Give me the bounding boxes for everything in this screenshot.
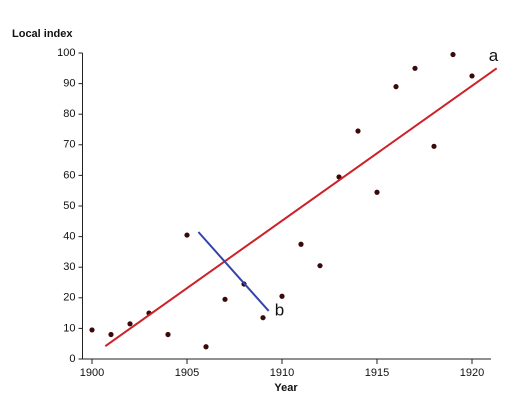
x-tick-label: 1920: [460, 367, 484, 379]
point: [431, 143, 437, 149]
y-tick-label: 70: [63, 139, 75, 151]
fit-line: [197, 231, 270, 312]
point: [393, 84, 399, 90]
point: [450, 51, 456, 58]
y-tick-label: 30: [63, 261, 75, 273]
line-label: a: [489, 46, 499, 65]
point: [469, 73, 475, 79]
line-label: b: [275, 300, 284, 319]
x-tick-label: 1905: [175, 367, 199, 379]
y-tick-label: 40: [63, 231, 75, 243]
point: [298, 241, 304, 247]
x-tick-label: 1915: [365, 367, 389, 379]
point: [89, 327, 95, 333]
point: [412, 65, 418, 71]
point: [260, 315, 266, 321]
point: [222, 296, 228, 302]
point: [279, 293, 285, 299]
y-tick-label: 100: [57, 47, 75, 59]
y-axis-label: Local index: [12, 28, 73, 40]
point: [203, 344, 209, 350]
point: [165, 331, 171, 338]
point: [374, 189, 380, 195]
point: [355, 128, 361, 134]
y-tick-label: 60: [63, 169, 75, 181]
y-tick-label: 90: [63, 78, 75, 90]
y-tick-label: 10: [63, 322, 75, 334]
point: [184, 232, 190, 238]
x-tick-label: 1910: [270, 367, 294, 379]
y-tick-label: 50: [63, 200, 75, 212]
y-tick-label: 80: [63, 108, 75, 120]
point: [127, 321, 133, 327]
fit-line: [104, 67, 498, 347]
y-tick-label: 0: [69, 353, 75, 365]
y-tick-label: 20: [63, 292, 75, 304]
point: [317, 263, 323, 269]
x-axis-label: Year: [274, 382, 298, 394]
x-tick-label: 1900: [80, 367, 104, 379]
point: [108, 331, 114, 338]
